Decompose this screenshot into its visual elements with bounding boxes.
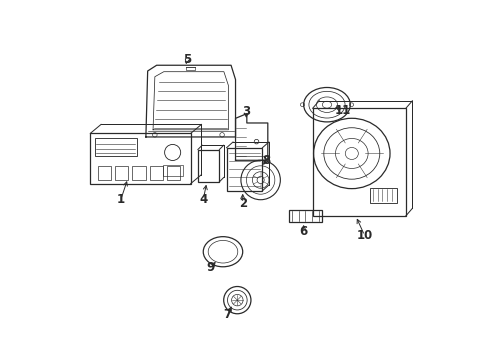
Text: 3: 3	[242, 105, 250, 118]
Bar	[226, 148, 262, 191]
Bar	[90, 134, 190, 184]
Bar	[132, 166, 145, 180]
Bar	[149, 166, 163, 180]
Bar	[198, 149, 219, 182]
Text: 2: 2	[238, 197, 246, 210]
Bar	[95, 138, 137, 156]
Text: 8: 8	[262, 154, 269, 167]
Text: 9: 9	[206, 261, 214, 274]
Bar	[115, 166, 128, 180]
Bar	[312, 108, 405, 216]
Text: 6: 6	[299, 225, 307, 238]
Bar	[163, 165, 183, 176]
Text: 10: 10	[356, 229, 372, 242]
Text: 1: 1	[117, 193, 124, 206]
Text: 5: 5	[183, 53, 191, 66]
Bar	[98, 166, 111, 180]
Bar	[166, 166, 179, 180]
Text: 11: 11	[334, 104, 350, 117]
Bar	[370, 188, 396, 203]
Text: 4: 4	[199, 193, 207, 206]
Text: 7: 7	[223, 308, 231, 321]
Bar	[289, 210, 321, 222]
